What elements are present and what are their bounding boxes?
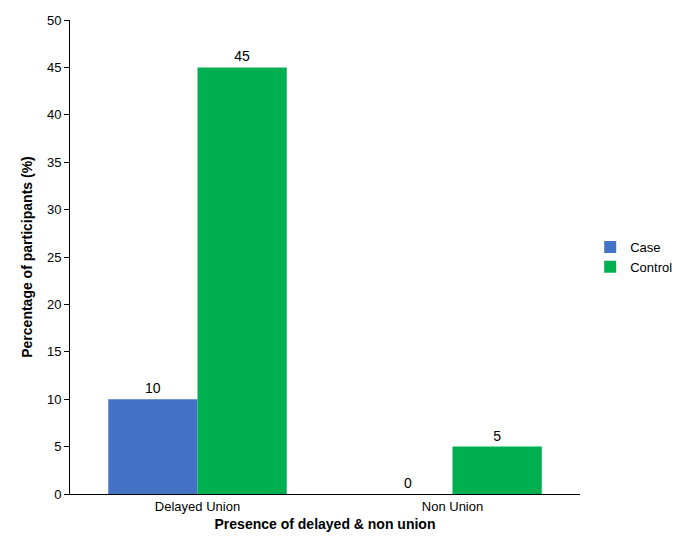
svg-text:25: 25 xyxy=(47,250,61,265)
svg-text:Delayed Union: Delayed Union xyxy=(155,499,240,514)
svg-text:30: 30 xyxy=(47,202,61,217)
svg-text:Presence of delayed & non unio: Presence of delayed & non union xyxy=(215,516,436,532)
svg-text:35: 35 xyxy=(47,155,61,170)
svg-text:10: 10 xyxy=(47,392,61,407)
svg-text:20: 20 xyxy=(47,297,61,312)
svg-text:10: 10 xyxy=(145,380,161,396)
svg-text:45: 45 xyxy=(47,60,61,75)
svg-text:Percentage of participants (%): Percentage of participants (%) xyxy=(19,156,35,358)
svg-text:Case: Case xyxy=(630,240,660,255)
svg-text:50: 50 xyxy=(47,13,61,28)
svg-text:15: 15 xyxy=(47,344,61,359)
svg-text:Non Union: Non Union xyxy=(422,499,483,514)
svg-text:5: 5 xyxy=(54,439,61,454)
svg-text:0: 0 xyxy=(54,487,61,502)
svg-text:Control: Control xyxy=(630,260,672,275)
svg-text:45: 45 xyxy=(234,48,250,64)
svg-text:0: 0 xyxy=(404,475,412,491)
svg-text:5: 5 xyxy=(493,428,501,444)
svg-text:40: 40 xyxy=(47,107,61,122)
